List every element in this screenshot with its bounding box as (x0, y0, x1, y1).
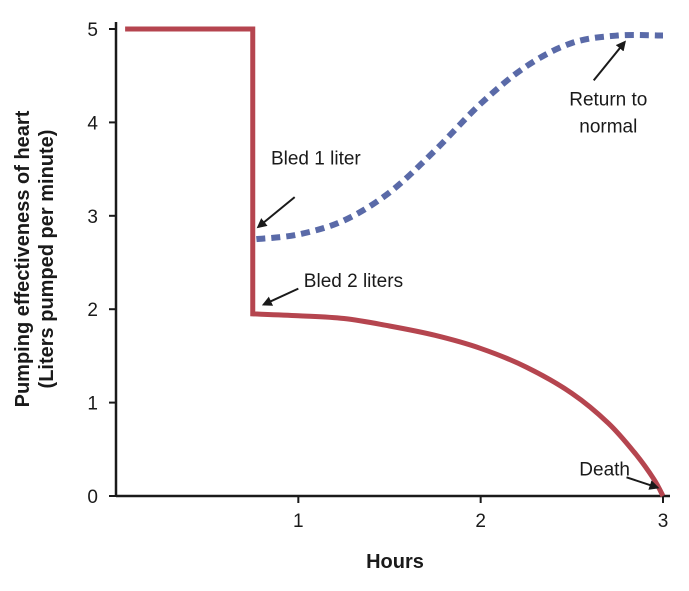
y-tick-label: 1 (87, 394, 98, 415)
annotation-arrow-normal (592, 40, 626, 81)
y-tick-label: 3 (87, 207, 98, 228)
annotation-label-death: Death (579, 459, 630, 480)
annotations: Bled 1 liter Bled 2 liters Return to normal… (256, 40, 660, 490)
annotation-arrow-death (626, 476, 660, 490)
series-line-bled2 (125, 26, 666, 498)
annotation-label-normal: normal (579, 117, 637, 138)
series-line-bled1 (256, 31, 664, 243)
axes (114, 22, 670, 498)
annotation-label-bled1: Bled 1 liter (271, 148, 361, 169)
annotation-arrow-bled2 (261, 287, 299, 306)
ticks: 0 1 2 3 4 5 1 2 3 (87, 20, 668, 532)
x-tick-label: 3 (658, 511, 669, 532)
x-tick-label: 2 (475, 511, 486, 532)
annotation-arrow-bled1 (256, 196, 296, 229)
x-axis-title: Hours (366, 551, 424, 573)
y-axis-title-line-1: Pumping effectiveness of heart (12, 110, 34, 407)
y-tick-label: 4 (87, 113, 98, 134)
annotation-label-normal: Return to (569, 90, 647, 111)
annotation-label-bled2: Bled 2 liters (304, 271, 403, 292)
y-tick-label: 2 (87, 300, 98, 321)
y-tick-label: 5 (87, 20, 98, 41)
y-axis-title-line-2: (Liters pumped per minute) (36, 130, 58, 389)
y-tick-label: 0 (87, 487, 98, 508)
series (125, 26, 666, 498)
x-tick-label: 1 (293, 511, 304, 532)
